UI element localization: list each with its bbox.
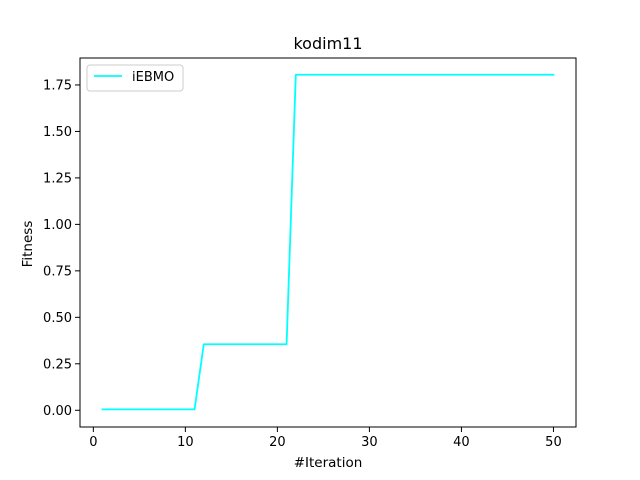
x-tick-label: 30 xyxy=(361,435,378,450)
y-tick-label: 1.00 xyxy=(43,218,72,233)
series-line-iebmo xyxy=(101,73,555,411)
y-tick-label: 1.50 xyxy=(43,125,72,140)
x-tick-label: 20 xyxy=(269,435,286,450)
x-axis-label: #Iteration xyxy=(294,455,363,471)
x-tick-label: 50 xyxy=(545,435,562,450)
x-tick-label: 0 xyxy=(89,435,97,450)
y-tick-label: 0.50 xyxy=(43,311,72,326)
chart-title: kodim11 xyxy=(293,34,362,53)
y-tick-label: 0.00 xyxy=(43,404,72,419)
x-tick-label: 10 xyxy=(177,435,194,450)
legend: iEBMO xyxy=(86,64,184,92)
y-tick-label: 0.25 xyxy=(43,357,72,372)
y-tick-label: 0.75 xyxy=(43,264,72,279)
y-tick-label: 1.75 xyxy=(43,78,72,93)
plot-frame xyxy=(79,57,577,428)
legend-label-iebmo: iEBMO xyxy=(132,70,174,85)
y-axis-label: Fitness xyxy=(20,221,36,268)
y-tick-label: 1.25 xyxy=(43,171,72,186)
legend-box xyxy=(86,64,184,92)
x-axis: 0 10 20 30 40 50 xyxy=(89,427,562,450)
y-axis: 0.00 0.25 0.50 0.75 1.00 1.25 1.50 1.75 xyxy=(43,78,80,419)
series-group xyxy=(101,73,555,411)
x-tick-label: 40 xyxy=(453,435,470,450)
